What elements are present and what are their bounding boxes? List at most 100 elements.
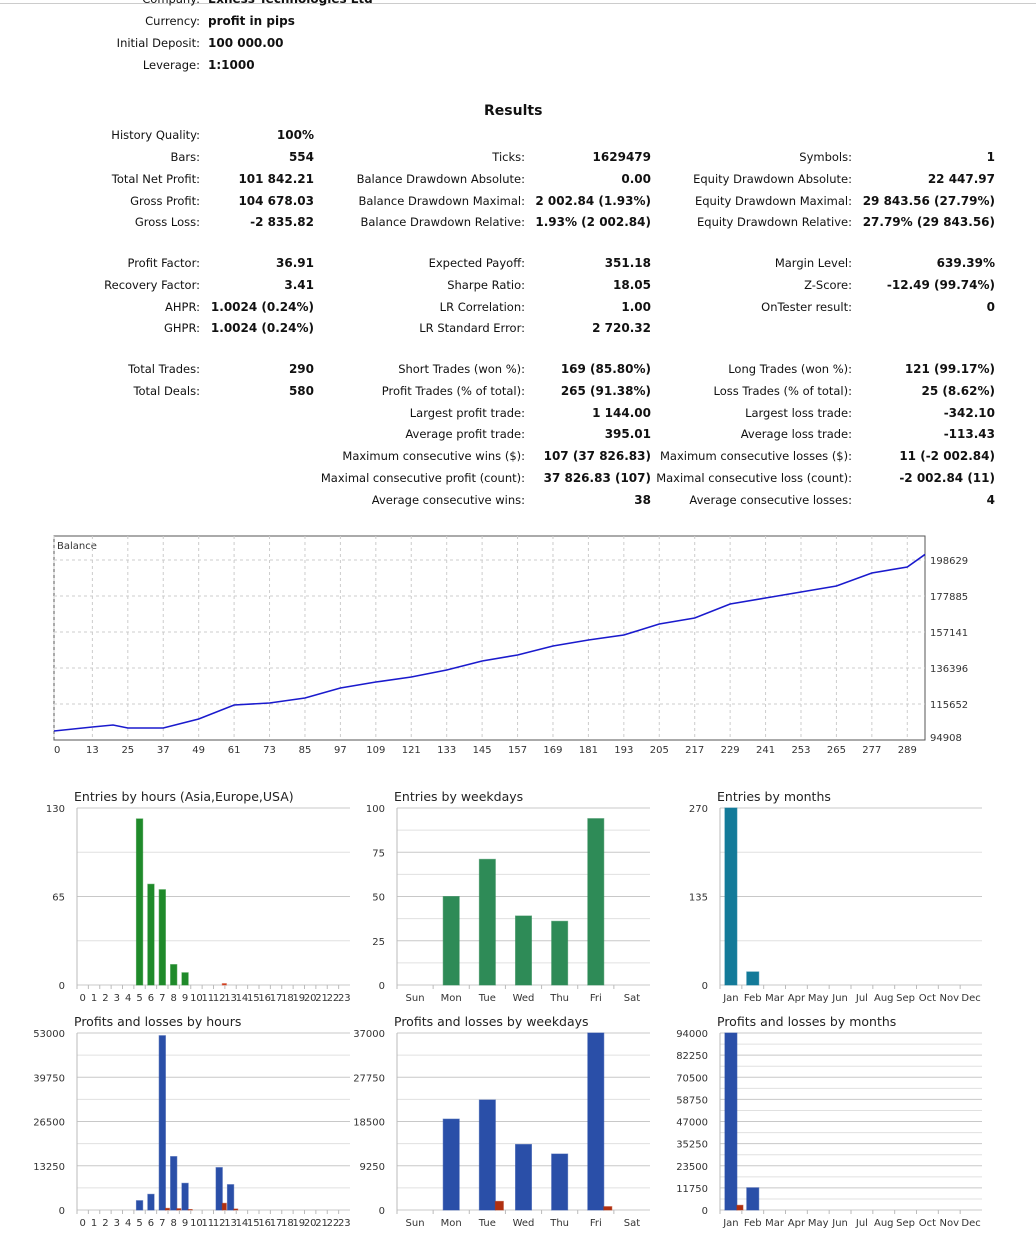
x-tick-label: 7 xyxy=(159,993,165,1004)
y-tick-label: 53000 xyxy=(33,1029,65,1040)
balance-chart: Balance 198629 177885 157141 136396 115652 949… xyxy=(53,535,968,756)
stat-label: Gross Loss: xyxy=(134,215,200,229)
x-tick-label: 241 xyxy=(756,745,775,756)
y-tick-label: 0 xyxy=(379,981,385,992)
x-tick-label: Nov xyxy=(939,1218,959,1229)
top-divider xyxy=(0,3,1036,4)
y-tick-label: 94908 xyxy=(930,733,962,744)
stat-label: Equity Drawdown Maximal: xyxy=(694,194,852,208)
stat-label: Z-Score: xyxy=(804,278,852,292)
x-tick-label: 20 xyxy=(304,993,317,1004)
x-tick-label: 5 xyxy=(136,1218,142,1229)
bar-profits xyxy=(724,1032,738,1211)
chart-title: Profits and losses by months xyxy=(717,1014,896,1029)
y-tick-label: 18500 xyxy=(353,1118,385,1129)
x-tick-label: 217 xyxy=(685,745,704,756)
x-tick-label: 18 xyxy=(281,1218,294,1229)
bar-losses xyxy=(176,1208,182,1211)
bar-profits xyxy=(226,1184,235,1211)
stat-value: 29 843.56 (27.79%) xyxy=(862,194,995,208)
x-tick-label: 23 xyxy=(338,1218,351,1229)
x-tick-label: Feb xyxy=(744,993,762,1004)
bar-profits xyxy=(147,1193,155,1211)
stat-value: 36.91 xyxy=(276,256,314,270)
stat-value: 1.0024 (0.24%) xyxy=(210,300,314,314)
header-value: 1:1000 xyxy=(208,58,255,72)
y-tick-label: 27750 xyxy=(353,1073,385,1084)
bar-profits xyxy=(215,1167,223,1211)
bar-losses xyxy=(221,983,227,986)
stat-label: LR Standard Error: xyxy=(419,321,525,335)
stat-value: 101 842.21 xyxy=(238,172,314,186)
x-tick-label: 121 xyxy=(402,745,421,756)
x-tick-label: 1 xyxy=(91,1218,97,1229)
bar-profits xyxy=(170,1156,178,1211)
x-tick-label: Sat xyxy=(624,993,640,1004)
x-tick-label: 21 xyxy=(315,1218,328,1229)
x-tick-label: Apr xyxy=(788,993,806,1004)
stat-label: Margin Level: xyxy=(774,256,852,270)
chart-title: Profits and losses by weekdays xyxy=(394,1014,589,1029)
stat-value: 27.79% (29 843.56) xyxy=(862,215,995,229)
x-tick-label: 15 xyxy=(247,1218,260,1229)
x-tick-label: 16 xyxy=(258,993,271,1004)
stat-value: 169 (85.80%) xyxy=(560,362,651,376)
x-tick-label: 3 xyxy=(114,993,120,1004)
bar-profits xyxy=(442,1118,460,1211)
header-value: Exness Technologies Ltd xyxy=(208,0,373,6)
stat-label: Average consecutive losses: xyxy=(689,493,852,507)
x-tick-label: Feb xyxy=(744,1218,762,1229)
header-value: profit in pips xyxy=(208,14,295,28)
stat-value: 11 (-2 002.84) xyxy=(899,449,995,463)
stat-label: Profit Factor: xyxy=(127,256,200,270)
stat-value: 37 826.83 (107) xyxy=(543,471,651,485)
stat-label: Maximal consecutive loss (count): xyxy=(656,471,852,485)
stat-value: 100% xyxy=(276,128,314,142)
x-tick-label: Jan xyxy=(722,993,738,1004)
y-tick-label: 39750 xyxy=(33,1073,65,1084)
header-label: Currency: xyxy=(145,14,200,28)
bar-profits xyxy=(515,1143,532,1211)
bar-entries xyxy=(551,920,569,986)
stat-value: 639.39% xyxy=(936,256,995,270)
y-tick-label: 70500 xyxy=(676,1073,708,1084)
x-tick-label: Tue xyxy=(478,993,496,1004)
x-tick-label: 0 xyxy=(80,1218,86,1229)
chart-title: Entries by hours (Asia,Europe,USA) xyxy=(74,789,294,804)
stat-label: History Quality: xyxy=(111,128,200,142)
x-tick-label: Nov xyxy=(939,993,959,1004)
y-tick-label: 26500 xyxy=(33,1118,65,1129)
x-tick-label: Sep xyxy=(896,993,915,1004)
chart-title: Entries by weekdays xyxy=(394,789,523,804)
y-tick-label: 0 xyxy=(702,981,708,992)
stat-value: 1629479 xyxy=(592,150,651,164)
x-tick-label: Oct xyxy=(919,1218,936,1229)
bar-entries xyxy=(724,807,738,986)
y-tick-label: 58750 xyxy=(676,1095,708,1106)
x-tick-label: Jul xyxy=(855,993,868,1004)
stat-value: 2 720.32 xyxy=(592,321,651,335)
stat-label: GHPR: xyxy=(163,321,200,335)
x-tick-label: Apr xyxy=(788,1218,806,1229)
x-tick-label: 9 xyxy=(182,1218,188,1229)
stat-value: 1.93% (2 002.84) xyxy=(535,215,651,229)
x-tick-label: Thu xyxy=(549,993,569,1004)
stat-label: Loss Trades (% of total): xyxy=(713,384,852,398)
stat-label: Sharpe Ratio: xyxy=(447,278,525,292)
x-tick-label: 169 xyxy=(543,745,562,756)
stat-value: -342.10 xyxy=(943,406,995,420)
x-tick-label: 2 xyxy=(102,1218,108,1229)
x-tick-label: 7 xyxy=(159,1218,165,1229)
y-tick-label: 65 xyxy=(52,893,65,904)
results-title: Results xyxy=(484,103,543,119)
stat-label: Balance Drawdown Absolute: xyxy=(356,172,525,186)
x-tick-label: Mon xyxy=(441,993,462,1004)
stat-label: Short Trades (won %): xyxy=(398,362,525,376)
stat-value: 351.18 xyxy=(604,256,651,270)
stat-value: 1 144.00 xyxy=(592,406,651,420)
bar-entries xyxy=(135,818,144,986)
x-tick-label: Sun xyxy=(406,1218,425,1229)
y-tick-label: 35250 xyxy=(676,1140,708,1151)
chart-title: Entries by months xyxy=(717,789,831,804)
x-tick-label: 97 xyxy=(334,745,347,756)
